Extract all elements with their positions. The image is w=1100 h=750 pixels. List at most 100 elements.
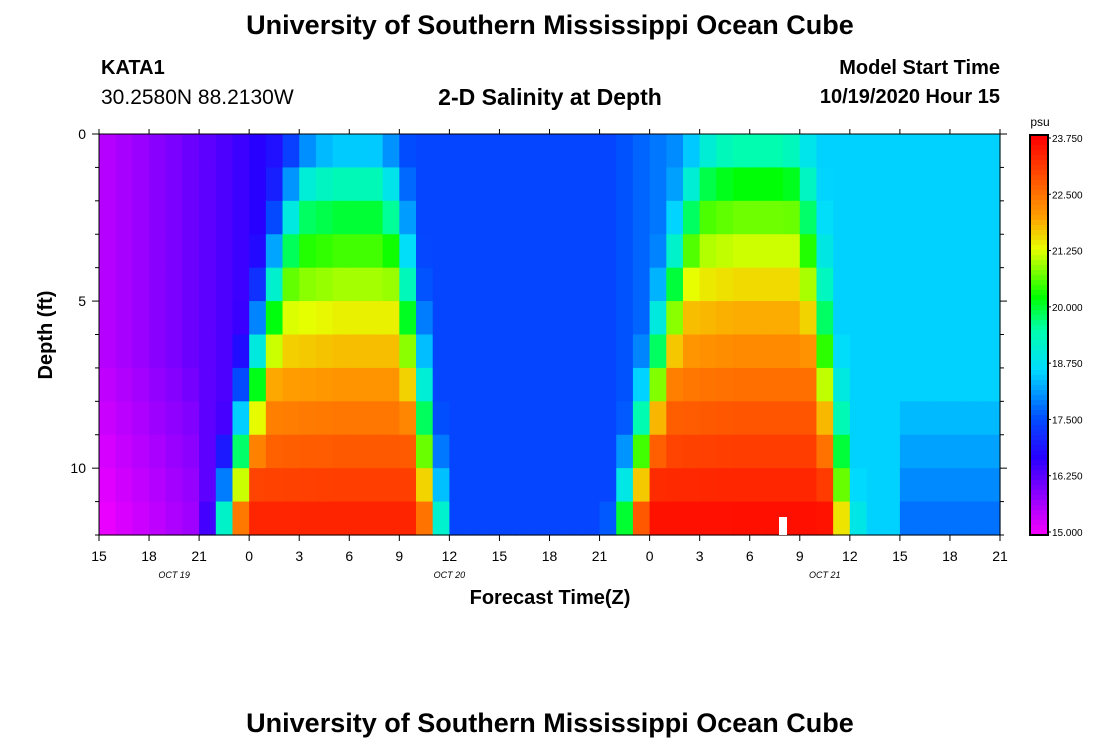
heatmap-cell <box>699 234 717 269</box>
x-tick-label: 15 <box>492 548 508 564</box>
colorbar-segment <box>1030 255 1048 261</box>
heatmap-cell <box>716 334 734 369</box>
heatmap-cell <box>416 401 434 436</box>
heatmap-cell <box>499 301 517 336</box>
heatmap-cell <box>566 167 584 202</box>
heatmap-cell <box>232 334 250 369</box>
heatmap-cell <box>866 200 884 235</box>
heatmap-cell <box>232 501 250 536</box>
heatmap-cell <box>332 334 350 369</box>
heatmap-cell <box>149 434 167 469</box>
heatmap-cell <box>132 301 150 336</box>
heatmap-cell <box>599 267 617 302</box>
heatmap-cell <box>599 367 617 402</box>
heatmap-cell <box>733 167 751 202</box>
heatmap-cell <box>349 200 367 235</box>
heatmap-cell <box>883 200 901 235</box>
colorbar-segment <box>1030 320 1048 326</box>
heatmap-cell <box>566 234 584 269</box>
colorbar-segment <box>1030 195 1048 201</box>
heatmap-cell <box>566 134 584 169</box>
heatmap-cell <box>716 234 734 269</box>
colorbar-segment <box>1030 410 1048 416</box>
heatmap-cell <box>432 301 450 336</box>
colorbar-segment <box>1030 310 1048 316</box>
colorbar-segment <box>1030 245 1048 251</box>
heatmap-cell <box>666 501 684 536</box>
heatmap-cell <box>382 200 400 235</box>
heatmap-cell <box>382 267 400 302</box>
heatmap-cell <box>949 134 968 169</box>
heatmap-cell <box>282 267 300 302</box>
heatmap-cell <box>799 234 818 269</box>
heatmap-cell <box>749 134 768 169</box>
heatmap-cell <box>432 468 450 503</box>
heatmap-cell <box>382 234 400 269</box>
heatmap-cell <box>99 301 117 336</box>
heatmap-cell <box>432 167 450 202</box>
heatmap-cell <box>833 434 851 469</box>
heatmap-cell <box>349 367 367 402</box>
colorbar-segment <box>1030 510 1048 516</box>
heatmap-cell <box>749 267 768 302</box>
colorbar-tick-label: 18.750 <box>1052 359 1083 370</box>
heatmap-cell <box>816 401 834 436</box>
heatmap-cell <box>416 301 434 336</box>
heatmap-cell <box>165 301 184 336</box>
station-id: KATA1 <box>101 57 165 79</box>
station-coordinates: 30.2580N 88.2130W <box>101 86 294 109</box>
heatmap-cell <box>649 468 667 503</box>
heatmap-cell <box>99 234 117 269</box>
heatmap-cell <box>916 501 934 536</box>
heatmap-cell <box>966 134 984 169</box>
colorbar-segment <box>1030 470 1048 476</box>
heatmap-cell <box>866 267 884 302</box>
heatmap-cell <box>382 501 400 536</box>
heatmap-cell <box>883 501 901 536</box>
heatmap-cell <box>432 134 450 169</box>
heatmap-cell <box>916 134 934 169</box>
colorbar-segment <box>1030 390 1048 396</box>
heatmap-cell <box>132 267 150 302</box>
colorbar-segment <box>1030 450 1048 456</box>
heatmap-cell <box>482 367 501 402</box>
heatmap-cell <box>599 200 617 235</box>
colorbar-segment <box>1030 455 1048 461</box>
heatmap-cell <box>182 134 200 169</box>
heatmap-cell <box>232 301 250 336</box>
heatmap-cell <box>632 401 651 436</box>
colorbar-segment <box>1030 200 1048 206</box>
heatmap-cell <box>516 367 534 402</box>
heatmap-cell <box>632 334 651 369</box>
heatmap-cell <box>666 267 684 302</box>
heatmap-cell <box>666 401 684 436</box>
heatmap-cell <box>749 200 768 235</box>
x-tick-label: 0 <box>245 548 253 564</box>
heatmap-cell <box>149 134 167 169</box>
heatmap-cell <box>349 267 367 302</box>
heatmap-cell <box>99 200 117 235</box>
heatmap-cell <box>766 267 784 302</box>
heatmap-cell <box>799 367 818 402</box>
heatmap-cell <box>132 434 150 469</box>
heatmap-cell <box>416 134 434 169</box>
heatmap-cell <box>949 167 968 202</box>
heatmap-cell <box>833 200 851 235</box>
heatmap-cell <box>549 234 567 269</box>
heatmap-cell <box>799 401 818 436</box>
heatmap-cell <box>249 334 267 369</box>
heatmap-cell <box>365 301 384 336</box>
heatmap-cell <box>466 334 484 369</box>
heatmap-cell <box>199 434 217 469</box>
heatmap-cell <box>399 401 417 436</box>
heatmap-cell <box>282 468 300 503</box>
colorbar-segment <box>1030 325 1048 331</box>
heatmap-cell <box>799 468 818 503</box>
heatmap-cell <box>899 134 918 169</box>
heatmap-cell <box>466 134 484 169</box>
colorbar-segment <box>1030 460 1048 466</box>
heatmap-cell <box>933 501 951 536</box>
colorbar-segment <box>1030 435 1048 441</box>
colorbar-segment <box>1030 395 1048 401</box>
heatmap-cell <box>332 301 350 336</box>
